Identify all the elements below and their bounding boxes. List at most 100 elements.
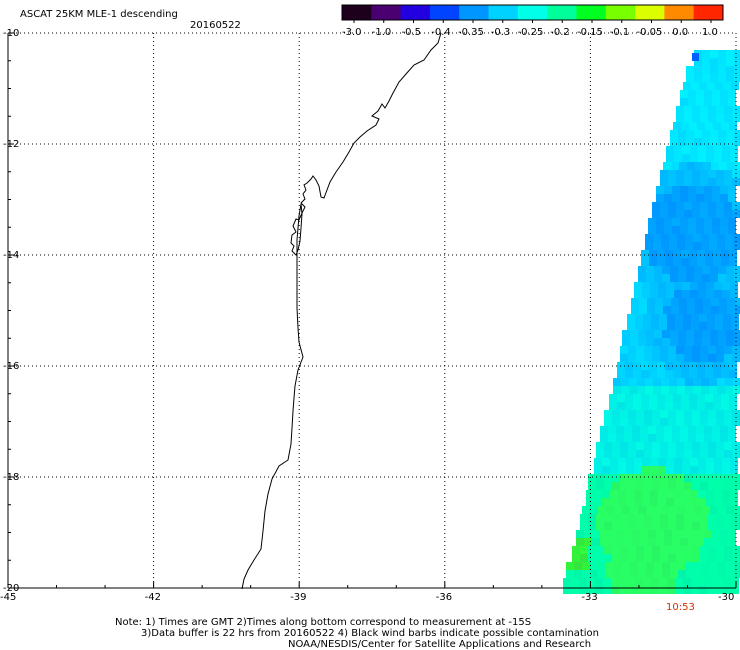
swath-cell — [628, 474, 636, 482]
swath-cell — [686, 74, 694, 82]
swath-cell — [579, 586, 587, 594]
swath-cell — [654, 330, 662, 338]
swath-cell — [596, 554, 604, 562]
swath-cell — [657, 250, 665, 258]
swath-cell — [720, 426, 728, 434]
swath-cell — [686, 66, 694, 74]
swath-cell — [678, 570, 686, 578]
colorbar-tick-label: 1.0 — [702, 27, 718, 38]
swath-cell — [660, 450, 668, 458]
swath-cell — [580, 514, 588, 522]
swath-cell — [699, 322, 707, 330]
swath-cell — [707, 322, 715, 330]
swath-cell — [731, 578, 739, 586]
swath-cell — [718, 266, 726, 274]
swath-cell — [588, 546, 596, 554]
coastline — [241, 32, 442, 590]
swath-cell — [714, 466, 722, 474]
swath-cell — [722, 498, 730, 506]
swath-cell — [620, 410, 628, 418]
swath-cell — [588, 514, 596, 522]
swath-cell — [635, 578, 643, 586]
swath-cell — [634, 290, 642, 298]
swath-cell — [706, 290, 714, 298]
swath-cell — [668, 410, 676, 418]
swath-cell — [723, 314, 731, 322]
swath-cell — [612, 442, 620, 450]
swath-cell — [660, 546, 668, 554]
swath-cell — [636, 346, 644, 354]
swath-cell — [694, 506, 702, 514]
swath-cell — [610, 466, 618, 474]
swath-cell — [684, 210, 692, 218]
note-line-2: 3)Data buffer is 22 hrs from 20160522 4)… — [141, 628, 599, 639]
swath-cell — [633, 370, 641, 378]
swath-cell — [702, 74, 710, 82]
swath-cell — [721, 250, 729, 258]
swath-cell — [721, 402, 729, 410]
swath-cell — [680, 530, 688, 538]
swath-cell — [648, 538, 656, 546]
swath-cell — [641, 258, 649, 266]
swath-cell — [692, 522, 700, 530]
swath-cell — [668, 554, 676, 562]
swath-cell — [675, 578, 683, 586]
swath-cell — [672, 194, 680, 202]
swath-cell — [644, 410, 652, 418]
swath-cell — [708, 482, 716, 490]
swath-cell — [726, 50, 734, 58]
swath-cell — [620, 346, 628, 354]
swath-cell — [703, 162, 711, 170]
swath-cell — [700, 418, 708, 426]
swath-cell — [708, 346, 716, 354]
swath-cell — [712, 90, 720, 98]
swath-cell — [716, 442, 724, 450]
swath-cell — [682, 498, 690, 506]
swath-cell — [680, 426, 688, 434]
colorbar-tick-label: -1.0 — [371, 27, 392, 38]
swath-cell — [662, 330, 670, 338]
swath-cell — [712, 530, 720, 538]
swath-cell — [684, 202, 692, 210]
swath-cell — [726, 266, 734, 274]
swath-cell — [652, 522, 660, 530]
swath-cell — [696, 434, 704, 442]
swath-cell — [671, 298, 679, 306]
swath-cell — [616, 434, 624, 442]
swath-cell — [691, 578, 699, 586]
swath-cell — [668, 546, 676, 554]
swath-cell — [718, 130, 726, 138]
latitude-label: -20 — [3, 583, 20, 594]
swath-cell — [692, 482, 700, 490]
swath-cell — [669, 386, 677, 394]
swath-cell — [668, 202, 676, 210]
swath-cell — [596, 522, 604, 530]
swath-cell — [723, 578, 731, 586]
swath-cell — [646, 570, 654, 578]
swath-cell — [720, 90, 728, 98]
swath-cell — [643, 578, 651, 586]
colorbar-segment — [605, 5, 636, 20]
swath-cell — [680, 226, 688, 234]
swath-cell — [724, 202, 732, 210]
swath-cell — [686, 130, 694, 138]
swath-cell — [697, 370, 705, 378]
swath-cell — [669, 378, 677, 386]
swath-cell — [683, 314, 691, 322]
swath-cell — [675, 586, 683, 594]
swath-cell — [648, 426, 656, 434]
swath-cell — [656, 194, 664, 202]
swath-cell — [713, 122, 721, 130]
swath-cell — [652, 418, 660, 426]
swath-cell — [670, 506, 678, 514]
swath-cell — [645, 234, 653, 242]
swath-cell — [571, 586, 579, 594]
swath-cell — [678, 266, 686, 274]
swath-cell — [700, 482, 708, 490]
colorbar-tick-label: -0.15 — [577, 27, 603, 38]
swath-cell — [726, 562, 734, 570]
swath-cell — [598, 506, 606, 514]
swath-cell — [714, 498, 722, 506]
swath-cell — [696, 218, 704, 226]
swath-cell — [694, 58, 702, 66]
